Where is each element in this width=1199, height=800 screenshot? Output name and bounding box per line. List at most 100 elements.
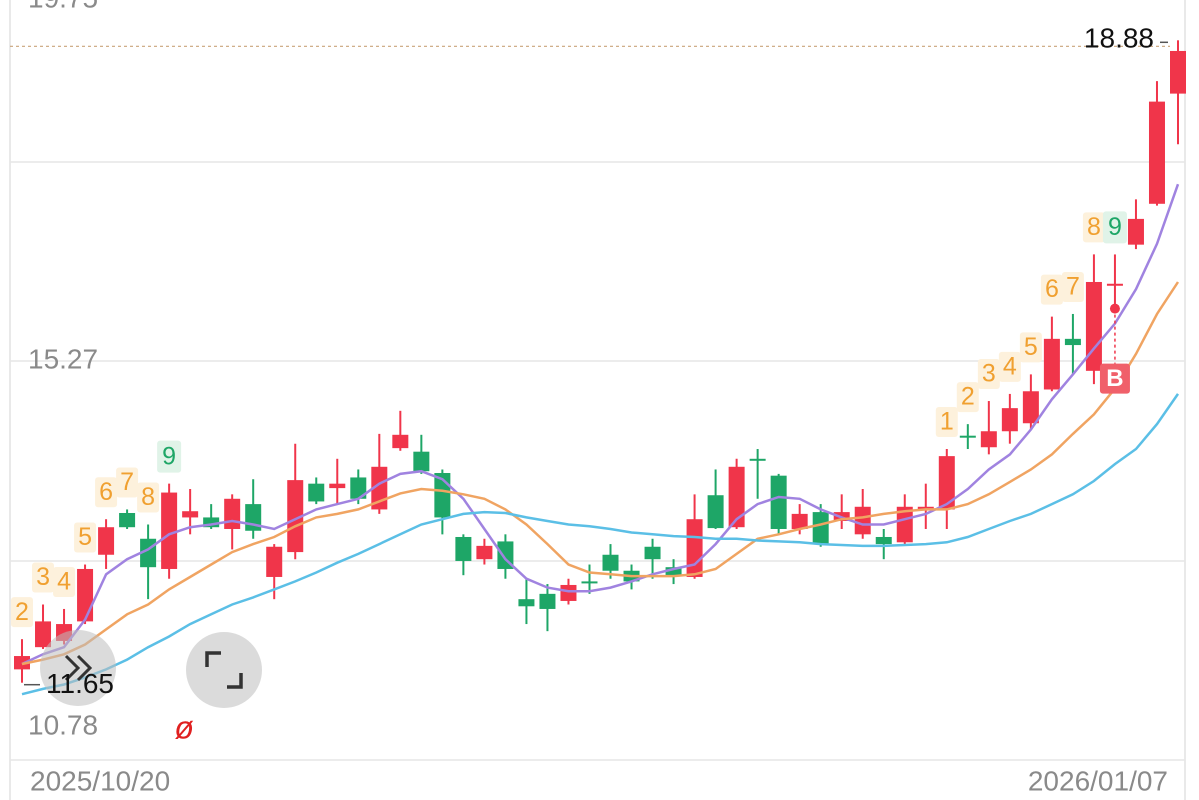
candle-body	[980, 431, 997, 448]
candle-body	[770, 475, 787, 529]
candle-body	[476, 545, 493, 560]
candle-body	[896, 506, 913, 543]
td-count: 3	[36, 563, 50, 591]
candle-body	[749, 458, 766, 461]
candle-body	[308, 483, 325, 502]
moving-average-line	[21, 183, 1180, 666]
candle-body	[182, 511, 199, 518]
button-bg[interactable]	[186, 632, 262, 708]
candle-body	[728, 466, 745, 528]
candle-body	[350, 477, 367, 499]
count-tag	[1019, 332, 1042, 363]
candle-body	[287, 480, 304, 553]
candle-body	[518, 599, 535, 607]
candle-body	[875, 536, 892, 545]
count-tag	[977, 359, 1000, 390]
candle-body	[35, 621, 52, 648]
candle-body	[665, 567, 682, 576]
signal-box	[1099, 363, 1130, 394]
td-count: 6	[99, 478, 113, 506]
min-label: 11.65	[46, 668, 114, 699]
count-tag	[935, 407, 958, 438]
td-count: 4	[57, 568, 71, 596]
candle-body	[644, 546, 661, 560]
plot	[14, 40, 1186, 696]
td-count: 4	[1003, 353, 1017, 381]
count-tag	[137, 482, 160, 513]
count-tag	[53, 566, 76, 597]
count-tag	[1082, 212, 1105, 243]
td-count: 9	[1108, 213, 1122, 241]
count-tag	[11, 597, 33, 628]
candle-body	[602, 554, 619, 571]
x-tick-label: 2026/01/07	[1028, 765, 1168, 796]
td-count: 5	[78, 523, 92, 551]
td-count: 5	[1024, 333, 1038, 361]
count-tag	[1102, 211, 1127, 244]
candle-body	[1106, 283, 1123, 286]
corner-icon[interactable]	[205, 651, 243, 689]
count-tag	[116, 467, 139, 498]
candle-body	[1170, 50, 1186, 94]
candle-body	[1022, 391, 1039, 424]
moving-average-line	[21, 393, 1180, 696]
td-count: 3	[982, 360, 996, 388]
count-tag	[95, 477, 118, 508]
td-count: 8	[141, 483, 155, 511]
candle-body	[98, 527, 115, 555]
candle-body	[1064, 338, 1081, 346]
td-count: 9	[162, 442, 176, 470]
count-tag	[157, 440, 182, 473]
candle-body	[959, 435, 976, 438]
candle-body	[707, 495, 724, 529]
candle-body	[791, 513, 808, 529]
candle-body	[224, 498, 241, 529]
td-count: 8	[1087, 213, 1101, 241]
candle-body	[938, 456, 955, 510]
candle-body	[686, 519, 703, 577]
candle-body	[119, 512, 136, 528]
signal-label: B	[1106, 365, 1123, 392]
td-count: 7	[1066, 273, 1080, 301]
count-tag	[1040, 274, 1063, 305]
candle-body	[1127, 218, 1144, 245]
candle-body	[455, 536, 472, 561]
y-tick-label: 15.27	[28, 343, 98, 374]
candle-body	[1043, 338, 1060, 390]
candle-body	[329, 483, 346, 489]
fullscreen-button[interactable]	[186, 632, 262, 708]
candle-body	[413, 451, 430, 472]
x-tick-label: 2025/10/20	[30, 765, 170, 796]
candle-body	[1085, 281, 1102, 371]
candle-body	[203, 517, 220, 528]
td-count: 6	[1045, 275, 1059, 303]
td-count: 1	[940, 408, 954, 436]
candle-body	[392, 434, 409, 449]
candle-body	[560, 584, 577, 601]
td-count: 2	[15, 598, 29, 626]
count-tag	[74, 522, 97, 553]
candle-body	[854, 506, 871, 535]
moving-average-line	[21, 281, 1180, 666]
candle-body	[266, 546, 283, 577]
td-count: 2	[961, 383, 975, 411]
count-tag	[956, 382, 979, 413]
max-label: 18.88	[1084, 23, 1154, 54]
grid: 10.78 15.27 19.75	[10, 0, 1185, 761]
candle-body	[1001, 408, 1018, 432]
candle-body	[1148, 101, 1165, 204]
candle-body	[917, 506, 934, 510]
y-tick-label: 19.75	[28, 0, 98, 13]
candle-body	[812, 512, 829, 545]
candle-body	[581, 581, 598, 584]
y-tick-label: 10.78	[28, 709, 98, 740]
expand-button[interactable]	[40, 630, 116, 706]
count-tag	[1061, 271, 1084, 302]
candle-body	[77, 568, 94, 622]
candle-body	[539, 593, 556, 609]
chevron-icon[interactable]	[64, 654, 93, 682]
candle-body	[161, 492, 178, 569]
event-marker: ø	[174, 709, 194, 745]
count-tag	[998, 351, 1021, 382]
